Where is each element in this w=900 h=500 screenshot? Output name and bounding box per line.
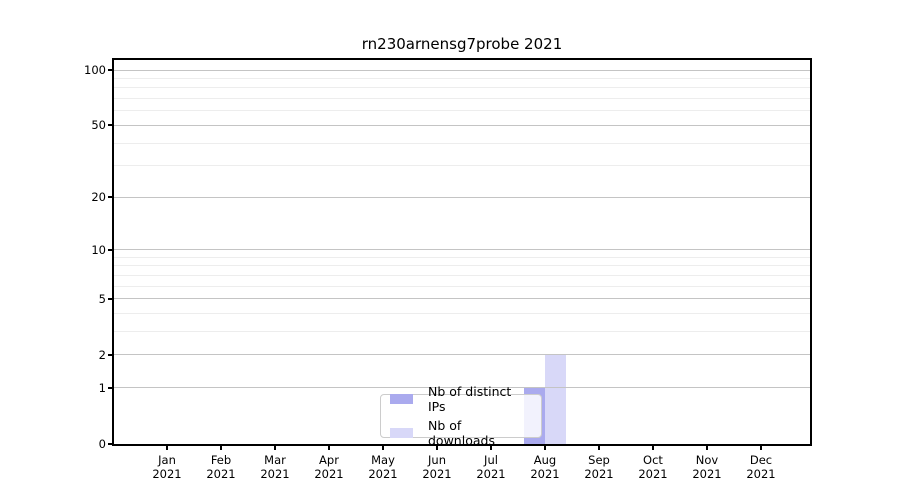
gridline-y-60 [114,110,810,112]
y-tick-label: 50 [91,118,106,133]
bar-nb-of-downloads [545,354,566,444]
x-tick-mark [490,446,492,450]
y-tick-label: 0 [98,437,106,451]
x-tick-mark [706,446,708,450]
gridline-y-3 [114,331,810,333]
y-tick-label: 10 [91,242,106,257]
y-tick-mark [108,124,112,127]
y-tick-label: 20 [91,190,106,205]
x-tick-label: Dec 2021 [746,453,776,481]
x-tick-mark [598,446,600,450]
y-tick-label: 1 [98,380,106,395]
gridline-y-90 [114,77,810,79]
x-tick-label: Sep 2021 [584,453,614,481]
gridline-y-70 [114,98,810,100]
x-tick-label: Nov 2021 [692,453,722,481]
x-tick-label: Jul 2021 [476,453,506,481]
legend-swatch-distinct-ips [390,394,413,404]
gridline-y-100 [114,69,810,71]
gridline-y-20 [114,196,810,198]
gridline-y-30 [114,165,810,167]
legend-label: Nb of downloads [428,418,495,448]
x-tick-mark [760,446,762,450]
x-tick-mark [382,446,384,450]
y-tick-mark [108,69,112,71]
x-tick-label: Apr 2021 [314,453,344,481]
y-tick-mark [108,443,112,445]
x-tick-label: Jun 2021 [422,453,452,481]
x-tick-label: Feb 2021 [206,453,236,481]
gridline-y-4 [114,313,810,315]
gridline-y-10 [114,249,810,251]
x-tick-mark [328,446,330,450]
gridline-y-6 [114,285,810,287]
legend-swatch-downloads [390,428,413,438]
gridline-y-40 [114,142,810,144]
y-tick-label: 100 [84,63,106,77]
gridline-y-8 [114,265,810,267]
legend: Nb of distinct IPs Nb of downloads [380,384,542,448]
gridline-y-80 [114,87,810,89]
gridline-y-5 [114,298,810,300]
gridline-y-1 [114,387,810,389]
x-tick-label: Aug 2021 [530,453,560,481]
y-tick-label: 5 [98,291,106,306]
x-tick-mark [274,446,276,450]
x-tick-label: Mar 2021 [260,453,290,481]
x-tick-label: Jan 2021 [152,453,182,481]
x-tick-mark [436,446,438,450]
legend-label: Nb of distinct IPs [428,384,512,414]
y-tick-mark [108,297,112,300]
x-tick-mark [544,446,546,450]
gridline-y-2 [114,354,810,356]
y-tick-label: 2 [98,347,106,362]
x-tick-mark [652,446,654,450]
y-tick-mark [108,196,112,199]
y-tick-mark [108,386,112,389]
chart-title: rn230arnensg7probe 2021 [361,35,563,53]
x-tick-mark [166,446,168,450]
y-tick-mark [108,353,112,356]
gridline-y-50 [114,124,810,126]
legend-item-distinct-ips: Nb of distinct IPs [390,384,532,414]
gridline-y-9 [114,256,810,258]
x-tick-mark [220,446,222,450]
legend-item-downloads: Nb of downloads [390,418,532,448]
x-tick-label: Oct 2021 [638,453,668,481]
x-tick-label: May 2021 [368,453,398,481]
gridline-y-7 [114,274,810,276]
y-tick-mark [108,248,112,251]
